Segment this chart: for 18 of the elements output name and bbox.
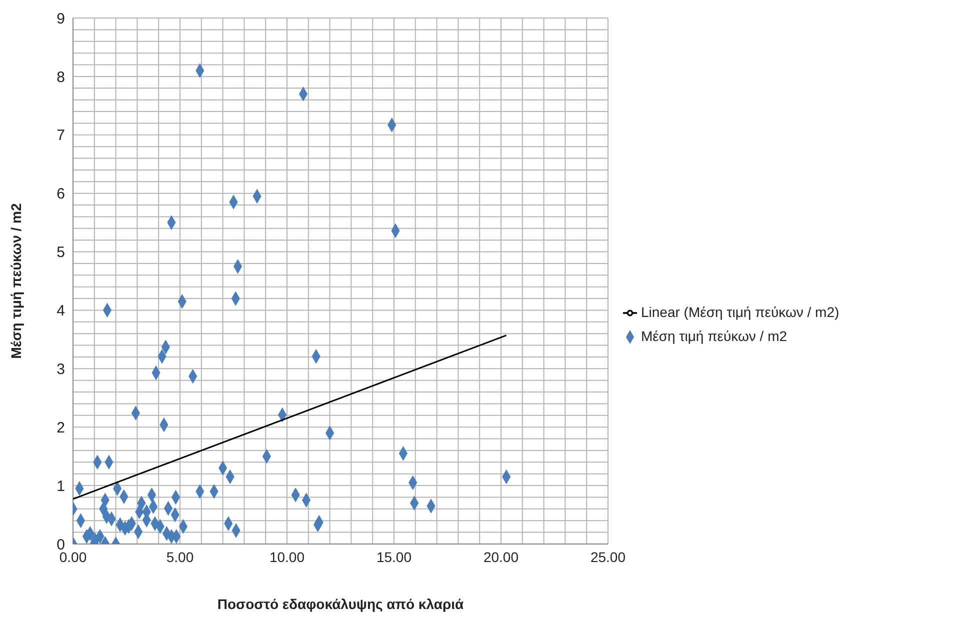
- legend-label: Linear (Μέση τιμή πεύκων / m2): [641, 304, 840, 320]
- legend-label: Μέση τιμή πεύκων / m2: [641, 328, 788, 344]
- y-tick-label: 5: [56, 244, 65, 262]
- y-tick-label: 9: [56, 10, 65, 28]
- x-axis-title: Ποσοστό εδαφοκάλυψης από κλαριά: [217, 596, 464, 612]
- x-tick-label: 25.00: [590, 548, 626, 565]
- y-tick-label: 3: [56, 360, 65, 378]
- x-tick-label: 5.00: [166, 548, 194, 565]
- x-tick-label: 10.00: [269, 548, 305, 565]
- y-tick-label: 4: [56, 302, 65, 320]
- x-tick-label: 20.00: [483, 548, 519, 565]
- y-tick-label: 8: [56, 68, 65, 86]
- y-tick-label: 2: [56, 419, 65, 436]
- y-tick-label: 7: [56, 127, 65, 144]
- y-tick-label: 1: [56, 478, 65, 495]
- y-tick-label: 6: [56, 186, 65, 203]
- x-tick-label: 15.00: [376, 548, 412, 565]
- y-axis-title: Μέση τιμή πεύκων / m2: [8, 203, 24, 359]
